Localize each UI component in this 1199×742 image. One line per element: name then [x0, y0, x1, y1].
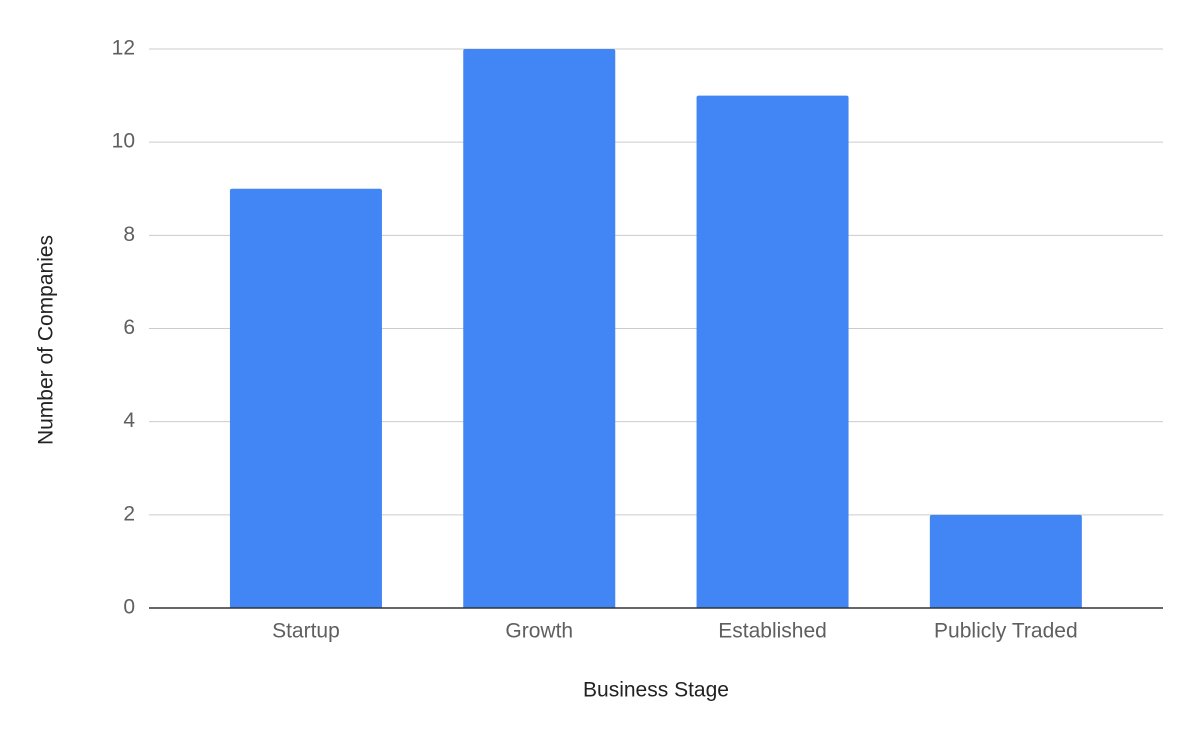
x-axis-title: Business Stage: [583, 679, 729, 702]
y-tick-label: 2: [123, 502, 135, 525]
x-tick-label: Growth: [505, 620, 573, 643]
y-tick-label: 10: [112, 130, 135, 153]
bar: [463, 49, 616, 608]
bar: [929, 514, 1082, 608]
x-tick-label: Established: [718, 620, 827, 643]
x-tick-label: Publicly Traded: [934, 620, 1078, 643]
bar: [696, 95, 849, 609]
y-tick-label: 12: [112, 37, 135, 60]
bar: [229, 188, 382, 608]
y-axis-title: Number of Companies: [35, 235, 58, 445]
y-tick-label: 8: [123, 223, 135, 246]
x-tick-label: Startup: [272, 620, 340, 643]
y-tick-label: 0: [123, 596, 135, 619]
y-tick-label: 4: [123, 409, 135, 432]
y-tick-label: 6: [123, 316, 135, 339]
